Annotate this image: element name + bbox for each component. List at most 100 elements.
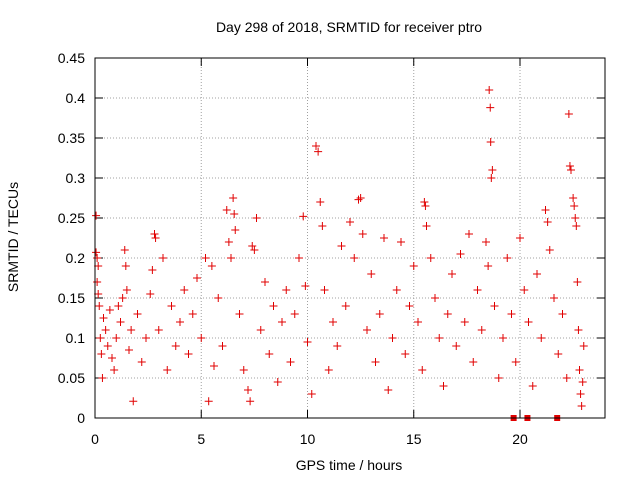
data-point [286,358,295,366]
data-point [207,262,216,270]
data-point [401,350,410,358]
data-point [214,294,223,302]
data-point [570,202,579,210]
data-point [550,294,558,302]
data-point [150,230,159,238]
data-point [414,318,422,326]
data-point [418,366,427,374]
data-point [565,162,574,170]
data-point [397,238,405,246]
data-point [301,282,310,290]
data-point [96,334,105,342]
data-point [227,254,235,262]
data-point [299,212,308,221]
y-tick-label: 0.25 [58,210,85,226]
data-point [456,250,465,258]
data-point [435,334,444,342]
data-point [363,326,371,334]
data-point [201,254,210,262]
data-point [426,254,435,262]
data-point [320,286,329,294]
x-tick-label: 0 [91,431,99,447]
data-point [118,294,127,302]
data-point [95,302,104,310]
data-point [507,310,516,318]
data-point [486,138,495,146]
data-point [112,334,121,342]
data-point [452,342,461,350]
data-point [105,306,114,314]
data-point [133,310,142,318]
data-point [448,270,456,278]
data-point [439,382,448,390]
data-point [142,334,150,342]
data-point [486,103,495,112]
data-point [114,302,123,310]
y-tick-label: 0.1 [66,330,86,346]
data-point [120,246,129,254]
data-point [558,310,567,318]
data-point [367,270,376,278]
data-point [314,147,323,156]
y-tick-label: 0.05 [58,370,85,386]
data-point [146,290,155,298]
data-point [129,397,138,406]
data-point [576,390,585,398]
data-point [231,226,240,234]
data-point [409,262,418,270]
data-point [99,314,108,322]
data-point [176,318,184,326]
data-point [222,206,231,214]
data-point [392,286,401,294]
data-point [252,214,261,222]
data-point [316,198,325,206]
x-tick-label: 5 [197,431,205,447]
data-point [443,310,452,318]
data-point [108,354,116,362]
data-point [167,302,176,310]
data-point [239,366,248,374]
data-point [578,378,587,386]
data-point [193,274,201,282]
data-point [503,254,512,262]
data-point [541,206,550,214]
data-point [488,166,497,174]
data-point [210,362,218,370]
data-point [333,342,342,350]
data-point [499,334,507,342]
data-point [307,390,316,398]
data-point [318,222,327,230]
data-point [490,302,499,310]
data-point [528,382,537,390]
data-point [159,254,167,262]
data-point [511,358,520,366]
data-point [350,254,359,262]
y-tick-label: 0.3 [66,170,86,186]
x-tick-label: 20 [512,431,528,447]
y-tick-label: 0.15 [58,290,85,306]
data-point [127,326,136,334]
data-point [224,238,233,246]
data-point [460,318,469,326]
data-point [371,358,380,366]
data-point [516,234,524,242]
grid-lines [95,58,605,418]
data-point [312,142,320,150]
data-point [290,310,299,318]
data-point [337,242,346,250]
data-point [477,326,486,334]
y-tick-label: 0.45 [58,50,85,66]
data-point [405,302,414,310]
data-point [572,222,581,230]
data-point [265,350,274,358]
data-point [269,302,278,310]
data-point [204,397,213,406]
data-point [537,334,546,342]
data-point [575,366,584,374]
data-point [356,194,365,202]
data-point [375,310,384,318]
data-point [171,342,180,350]
x-tick-label: 15 [406,431,422,447]
data-point [520,286,529,294]
data-point [94,290,103,298]
